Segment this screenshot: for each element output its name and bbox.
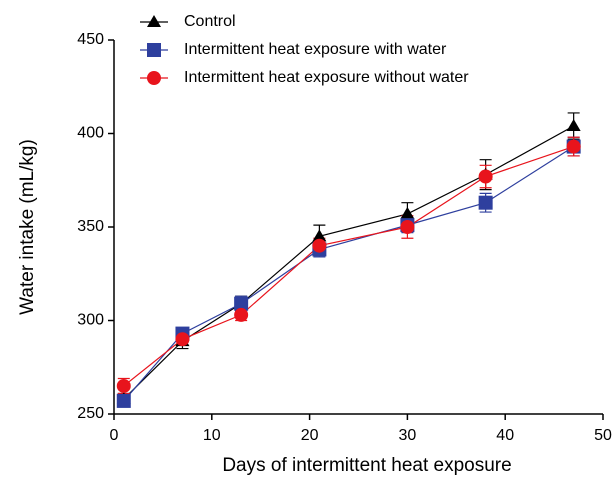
legend-marker	[147, 71, 161, 85]
marker	[566, 119, 581, 132]
y-tick-label: 250	[77, 405, 104, 422]
y-tick-label: 450	[77, 31, 104, 48]
x-tick-label: 10	[203, 427, 221, 444]
marker	[312, 229, 327, 242]
marker	[116, 393, 131, 408]
marker	[234, 296, 249, 311]
marker	[234, 307, 249, 322]
series-line	[123, 146, 574, 402]
series-line	[123, 125, 574, 400]
x-tick-label: 20	[301, 427, 319, 444]
x-tick-label: 0	[110, 427, 119, 444]
marker	[116, 378, 131, 393]
marker	[478, 169, 493, 184]
x-tick-label: 40	[496, 427, 514, 444]
x-axis-label: Days of intermittent heat exposure	[222, 455, 511, 476]
x-tick-label: 50	[594, 427, 612, 444]
legend-marker	[147, 15, 161, 27]
marker	[400, 206, 415, 219]
legend-label: Intermittent heat exposure without water	[184, 69, 469, 86]
y-axis-label: Water intake (mL/kg)	[17, 139, 38, 315]
y-tick-label: 350	[77, 218, 104, 235]
marker	[312, 238, 327, 253]
legend-label: Control	[184, 13, 236, 30]
marker	[175, 332, 190, 347]
legend-label: Intermittent heat exposure with water	[184, 41, 447, 58]
series-line	[123, 146, 574, 387]
legend-marker	[147, 43, 161, 57]
y-tick-label: 300	[77, 312, 104, 329]
marker	[566, 139, 581, 154]
y-tick-label: 400	[77, 125, 104, 142]
marker	[400, 220, 415, 234]
x-tick-label: 30	[399, 427, 417, 444]
marker	[478, 195, 493, 210]
